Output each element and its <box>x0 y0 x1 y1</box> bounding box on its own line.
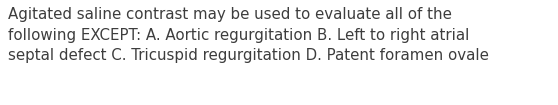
Text: Agitated saline contrast may be used to evaluate all of the
following EXCEPT: A.: Agitated saline contrast may be used to … <box>8 7 489 63</box>
